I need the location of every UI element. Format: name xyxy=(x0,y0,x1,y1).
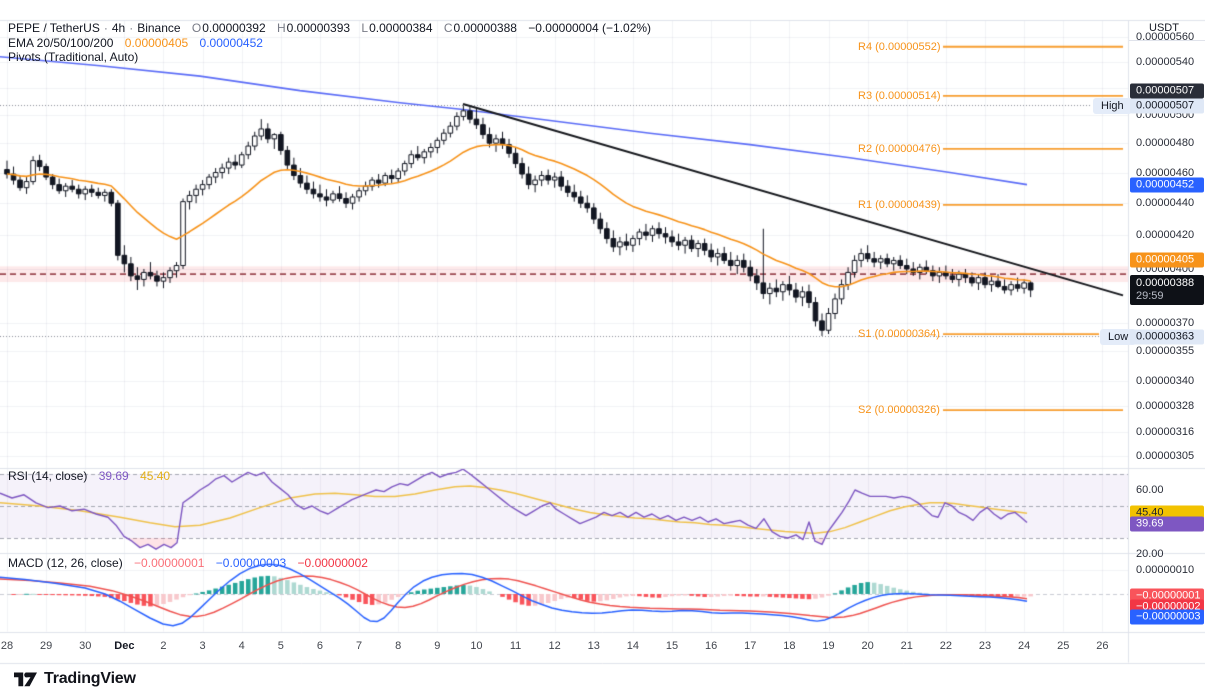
tradingview-chart-snapshot: CryptoFXStreet created with TradingView.… xyxy=(0,0,1205,699)
chart-canvas[interactable] xyxy=(0,0,1205,699)
